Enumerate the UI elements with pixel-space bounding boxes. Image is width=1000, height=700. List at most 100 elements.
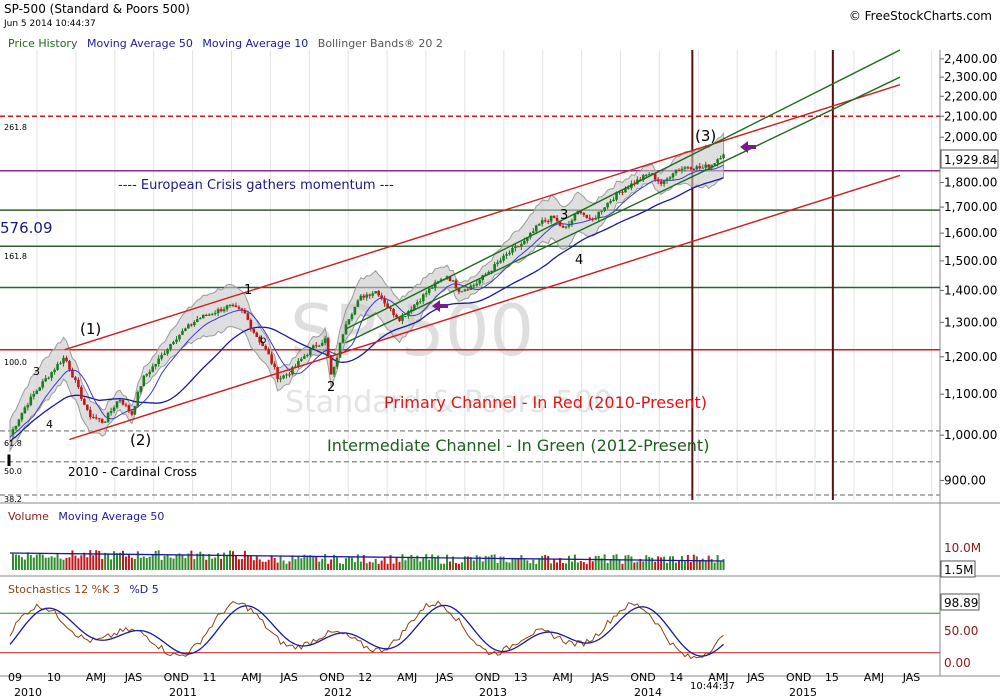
candle-body bbox=[659, 181, 663, 184]
wave-3-left-label: 3 bbox=[33, 365, 40, 378]
volume-bar bbox=[422, 558, 425, 570]
volume-bar bbox=[217, 553, 220, 570]
candle-body bbox=[172, 341, 175, 345]
candle-body bbox=[20, 413, 24, 420]
volume-bar bbox=[315, 556, 318, 570]
candle-body bbox=[303, 356, 306, 359]
volume-bar bbox=[419, 561, 422, 570]
candle-body bbox=[151, 366, 155, 372]
y-tick-label: 1,700.00 bbox=[944, 200, 997, 214]
candle-body bbox=[166, 349, 169, 354]
volume-bar bbox=[145, 558, 148, 570]
candle-body bbox=[35, 390, 39, 394]
x-tick-label: OND bbox=[475, 671, 500, 684]
candle-body bbox=[627, 187, 630, 189]
volume-bar bbox=[246, 555, 249, 570]
candle-body bbox=[585, 214, 589, 218]
volume-bar bbox=[407, 556, 410, 570]
candle-body bbox=[311, 345, 315, 349]
volume-bar bbox=[157, 550, 160, 570]
candle-body bbox=[567, 224, 571, 227]
volume-bar bbox=[550, 563, 553, 570]
watermark-name: Standard & Poors 500 bbox=[285, 385, 612, 420]
candle-body bbox=[317, 345, 321, 347]
candle-body bbox=[258, 337, 262, 343]
fib-100-label: 100.0 bbox=[4, 358, 27, 367]
legend-ma50[interactable]: Moving Average 50 bbox=[86, 37, 193, 50]
candle-body bbox=[624, 188, 627, 193]
candle-body bbox=[264, 346, 267, 350]
candle-body bbox=[511, 247, 514, 253]
volume-bar bbox=[214, 557, 217, 570]
candle-body bbox=[692, 168, 696, 170]
fib-161-label: 161.8 bbox=[4, 252, 27, 261]
candle-body bbox=[109, 411, 113, 413]
volume-bar bbox=[380, 560, 383, 570]
volume-bar bbox=[472, 560, 475, 570]
candle-body bbox=[537, 223, 541, 226]
volume-bar bbox=[484, 555, 487, 570]
legend-ma10[interactable]: Moving Average 10 bbox=[202, 37, 309, 50]
volume-bar bbox=[62, 559, 65, 570]
volume-bar bbox=[490, 554, 493, 570]
volume-bar bbox=[514, 558, 517, 570]
volume-bar bbox=[267, 559, 270, 570]
x-tick-label: 15 bbox=[825, 671, 839, 684]
volume-bar bbox=[151, 554, 154, 570]
legend-bollinger[interactable]: Bollinger Bands® 20 2 bbox=[317, 37, 443, 50]
volume-bar bbox=[11, 553, 14, 570]
volume-bar bbox=[347, 556, 350, 570]
candle-body bbox=[668, 177, 672, 179]
volume-bar bbox=[630, 556, 633, 570]
volume-bar bbox=[692, 554, 695, 570]
candle-body bbox=[463, 289, 467, 292]
volume-bar bbox=[318, 561, 321, 570]
candle-body bbox=[621, 191, 624, 193]
volume-bar bbox=[466, 556, 469, 570]
volume-bar bbox=[356, 554, 359, 570]
volume-bar bbox=[440, 563, 443, 570]
volume-bar bbox=[487, 556, 490, 570]
candle-body bbox=[421, 294, 425, 302]
legend-volume-ma50[interactable]: Moving Average 50 bbox=[58, 510, 165, 523]
legend-price-history[interactable]: Price History bbox=[8, 37, 78, 50]
channel-line bbox=[64, 84, 901, 351]
volume-bar bbox=[463, 556, 466, 570]
legend-volume[interactable]: Volume bbox=[8, 510, 49, 523]
volume-bar bbox=[130, 557, 133, 570]
price-legend: Price History Moving Average 50 Moving A… bbox=[8, 37, 449, 50]
candle-body bbox=[377, 291, 380, 296]
x-axis-ticks: 09 10 AMJ JAS OND 11 AMJ JAS OND 12 AMJ JAS OND 13 AMJ… bbox=[8, 671, 920, 699]
candle-body bbox=[662, 181, 666, 184]
fib-61-label: 61.8 bbox=[4, 439, 22, 448]
candle-body bbox=[579, 211, 583, 214]
legend-stoch-k[interactable]: Stochastics 12 %K 3 bbox=[8, 583, 120, 596]
volume-bar bbox=[229, 550, 232, 570]
legend-stoch-d[interactable]: %D 5 bbox=[129, 583, 159, 596]
volume-bar bbox=[208, 553, 211, 570]
candle-body bbox=[106, 412, 110, 422]
volume-bar bbox=[166, 554, 169, 570]
bollinger-bands bbox=[9, 132, 725, 453]
volume-bar bbox=[389, 555, 392, 570]
candle-body bbox=[416, 302, 419, 305]
candle-body bbox=[552, 215, 556, 218]
candle-body bbox=[612, 199, 615, 202]
volume-bar bbox=[371, 562, 374, 570]
stoch-legend: Stochastics 12 %K 3 %D 5 bbox=[8, 583, 165, 596]
y-tick-label: 1,500.00 bbox=[944, 254, 997, 268]
candle-body bbox=[288, 374, 291, 376]
volume-bar bbox=[258, 559, 261, 570]
volume-bar bbox=[701, 558, 704, 570]
candle-body bbox=[398, 317, 401, 321]
y-tick-label: 1,300.00 bbox=[944, 315, 997, 329]
volume-bar bbox=[660, 557, 663, 570]
year-label: 2012 bbox=[324, 686, 352, 699]
y-axis-ticks: 2,400.00 2,300.00 2,200.00 2,100.00 2,000.00… bbox=[940, 52, 997, 487]
price-pane bbox=[0, 50, 940, 502]
volume-bar bbox=[666, 562, 669, 570]
candle-body bbox=[285, 374, 288, 376]
level-576-label: 576.09 bbox=[0, 219, 53, 237]
volume-bar bbox=[211, 558, 214, 570]
